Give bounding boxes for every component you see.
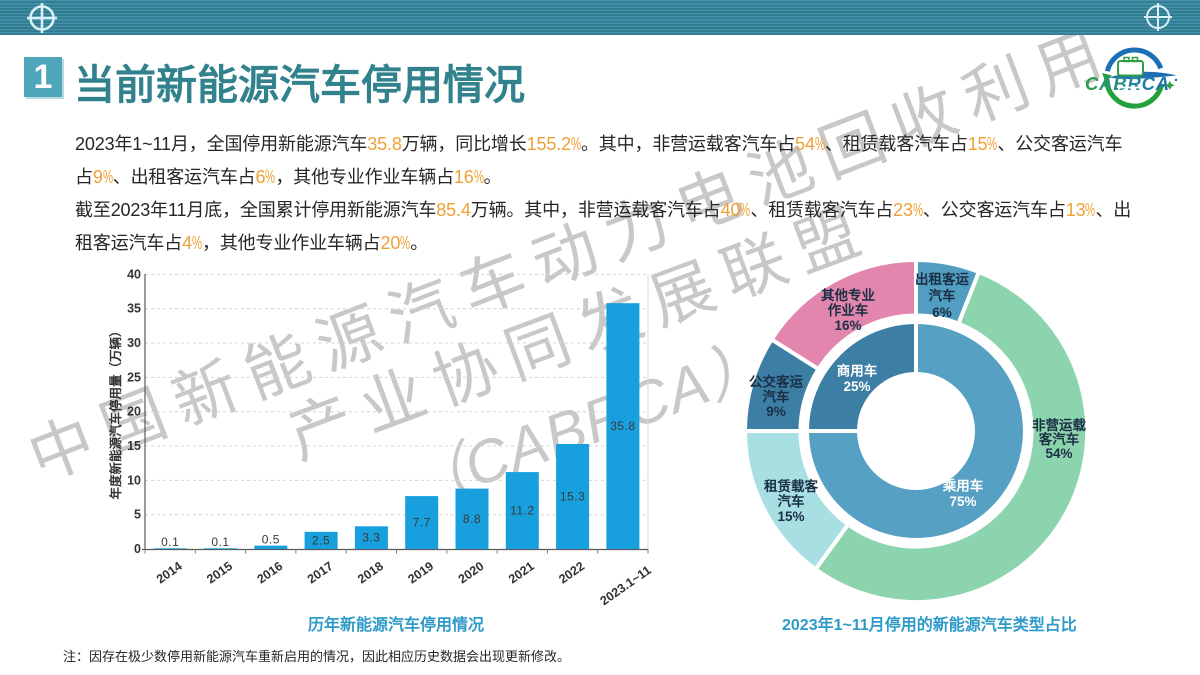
svg-text:20: 20 — [127, 405, 141, 419]
svg-text:8.8: 8.8 — [463, 512, 481, 526]
svg-text:6%: 6% — [932, 305, 952, 320]
svg-text:11.2: 11.2 — [510, 504, 534, 518]
svg-text:30: 30 — [127, 336, 141, 350]
svg-text:5: 5 — [134, 508, 141, 522]
svg-text:2.5: 2.5 — [312, 533, 330, 547]
svg-text:15: 15 — [127, 439, 141, 453]
svg-text:54%: 54% — [1045, 446, 1072, 461]
svg-text:乘用车: 乘用车 — [942, 478, 984, 494]
svg-text:2019: 2019 — [405, 559, 436, 586]
svg-text:其他专业: 其他专业 — [821, 287, 875, 303]
svg-text:2021: 2021 — [506, 559, 537, 586]
svg-text:0: 0 — [134, 542, 141, 556]
svg-text:出租客运: 出租客运 — [915, 271, 969, 287]
svg-text:35: 35 — [127, 302, 141, 316]
svg-text:16%: 16% — [834, 318, 861, 333]
svg-text:2015: 2015 — [204, 559, 235, 586]
svg-text:客汽车: 客汽车 — [1038, 431, 1080, 447]
svg-text:25%: 25% — [843, 379, 870, 394]
svg-text:3.3: 3.3 — [362, 531, 380, 545]
svg-text:9%: 9% — [766, 404, 786, 419]
svg-text:汽车: 汽车 — [929, 288, 956, 304]
svg-text:公交客运: 公交客运 — [749, 374, 803, 390]
svg-text:CABRCA: CABRCA — [1085, 73, 1170, 94]
svg-text:商用车: 商用车 — [837, 363, 878, 379]
svg-text:非营运载: 非营运载 — [1032, 417, 1086, 433]
svg-text:15%: 15% — [777, 509, 804, 524]
svg-text:汽车: 汽车 — [778, 493, 805, 509]
svg-text:2022: 2022 — [556, 559, 587, 586]
svg-text:7.7: 7.7 — [413, 516, 431, 530]
svg-text:10: 10 — [127, 473, 141, 487]
svg-text:0.5: 0.5 — [262, 533, 280, 547]
svg-text:2014: 2014 — [154, 559, 185, 586]
svg-text:40: 40 — [127, 267, 141, 281]
svg-text:35.8: 35.8 — [610, 419, 635, 433]
svg-text:75%: 75% — [949, 494, 976, 509]
svg-text:租赁载客: 租赁载客 — [764, 478, 818, 494]
svg-text:0.1: 0.1 — [211, 535, 229, 549]
svg-text:2016: 2016 — [255, 559, 286, 586]
svg-text:年度新能源汽车停用量（万辆）: 年度新能源汽车停用量（万辆） — [108, 324, 123, 499]
svg-text:作业车: 作业车 — [828, 302, 869, 318]
svg-text:25: 25 — [127, 370, 141, 384]
svg-text:2020: 2020 — [456, 559, 487, 586]
svg-text:2023.1~11: 2023.1~11 — [598, 563, 654, 608]
svg-text:汽车: 汽车 — [763, 389, 790, 405]
svg-text:2018: 2018 — [355, 559, 386, 586]
svg-text:0.1: 0.1 — [161, 535, 179, 549]
svg-text:2017: 2017 — [305, 559, 336, 586]
svg-text:15.3: 15.3 — [560, 490, 585, 504]
